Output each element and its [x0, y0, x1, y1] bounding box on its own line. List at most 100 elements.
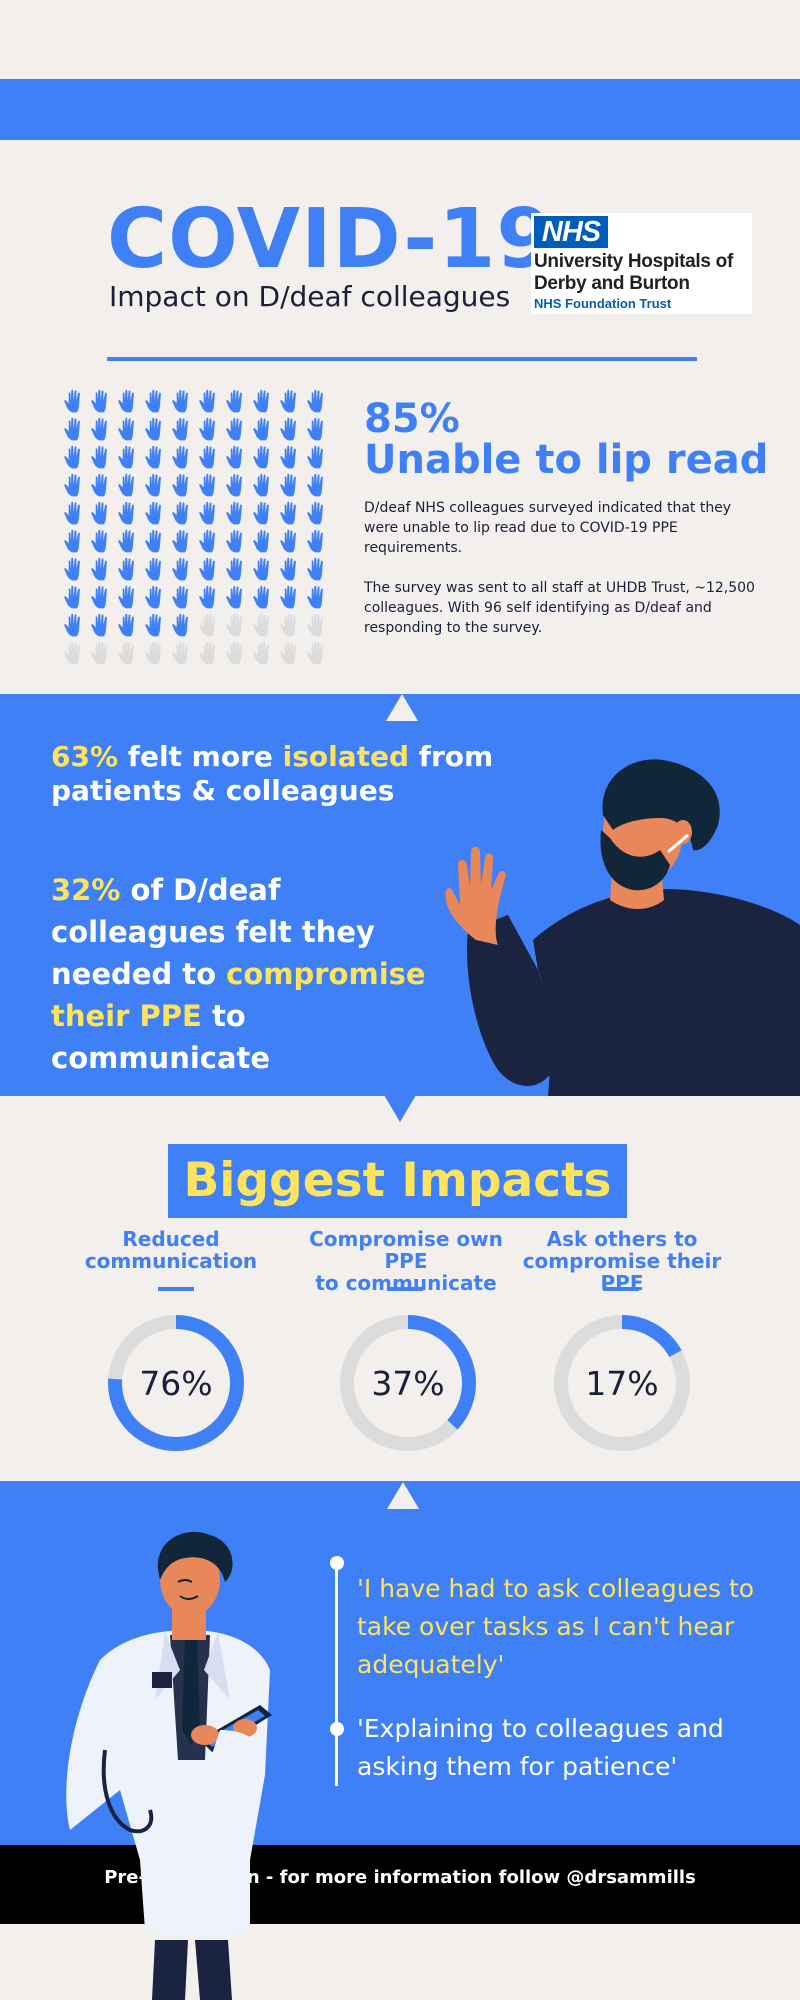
panel-notch — [387, 1482, 419, 1509]
impact-label-ask-others: Ask others to compromise their PPE — [512, 1228, 732, 1294]
hand-icon — [91, 389, 107, 413]
hand-icon — [172, 501, 188, 525]
hand-icon — [199, 557, 215, 581]
hand-icon — [307, 585, 323, 609]
hand-icon — [64, 585, 80, 609]
compromise-text-2: to communicate — [51, 999, 271, 1075]
impact-label-line: Ask others to — [546, 1227, 698, 1251]
hand-icon — [64, 641, 80, 665]
impact-dash — [158, 1287, 194, 1291]
hand-icon — [145, 613, 161, 637]
quote-1: 'I have had to ask colleagues to take ov… — [357, 1574, 755, 1679]
hand-icon — [91, 445, 107, 469]
hand-icon — [91, 501, 107, 525]
hand-icon — [280, 417, 296, 441]
hand-icon — [307, 529, 323, 553]
hand-icon — [199, 445, 215, 469]
page-title: COVID-19: — [107, 192, 589, 287]
hand-icon — [226, 389, 242, 413]
hand-icon — [307, 557, 323, 581]
hand-icon — [307, 389, 323, 413]
hand-icon — [145, 417, 161, 441]
hand-icon — [253, 473, 269, 497]
hand-icon — [118, 417, 134, 441]
hand-icon — [118, 389, 134, 413]
impacts-title: Biggest Impacts — [183, 1153, 612, 1208]
timeline-dot — [330, 1556, 344, 1570]
hand-icon — [172, 445, 188, 469]
hand-icon — [118, 529, 134, 553]
isolated-percent: 63% — [51, 740, 119, 773]
nhs-logo-mark: NHS — [534, 216, 608, 248]
hand-icon — [145, 445, 161, 469]
timeline-line — [335, 1562, 338, 1786]
hand-icon — [253, 557, 269, 581]
hand-icon — [226, 585, 242, 609]
compromise-text-1: of D/deaf colleagues felt they needed to — [51, 873, 375, 991]
hand-icon — [118, 473, 134, 497]
impact-label-line: Compromise own PPE — [309, 1227, 503, 1273]
hand-icon — [280, 501, 296, 525]
donut-chart-compromise-own-ppe: 37% — [340, 1315, 476, 1451]
hand-icon — [64, 557, 80, 581]
hand-icon — [172, 417, 188, 441]
donut-value-label: 17% — [585, 1364, 658, 1403]
compromise-stat: 32% of D/deaf colleagues felt they neede… — [51, 869, 451, 1079]
hand-icon — [307, 501, 323, 525]
hand-icon — [226, 417, 242, 441]
hand-icon — [91, 557, 107, 581]
impact-label-line: to communicate — [315, 1271, 497, 1295]
hand-icon — [199, 389, 215, 413]
nhs-logo: NHS University Hospitals of Derby and Bu… — [531, 213, 752, 314]
compromise-highlight: compromise their PPE — [51, 957, 426, 1033]
hand-icon — [118, 445, 134, 469]
hand-icon — [64, 501, 80, 525]
timeline-dot — [330, 1722, 344, 1736]
hand-icon — [199, 641, 215, 665]
donut-chart-reduced-communication: 76% — [108, 1315, 244, 1451]
hand-icon — [307, 641, 323, 665]
footer-bar: Pre-publication - for more information f… — [0, 1845, 800, 1924]
hand-icon — [91, 529, 107, 553]
impact-label-compromise-own-ppe: Compromise own PPE to communicate — [296, 1228, 516, 1294]
lip-read-description: D/deaf NHS colleagues surveyed indicated… — [364, 500, 732, 556]
hand-icon — [64, 417, 80, 441]
nhs-logo-line1: University Hospitals of — [534, 251, 733, 272]
hand-icon — [91, 473, 107, 497]
hand-icon — [199, 585, 215, 609]
hand-icon — [172, 473, 188, 497]
hand-icon — [145, 389, 161, 413]
hand-icon — [199, 613, 215, 637]
hand-icon — [64, 445, 80, 469]
hand-icon — [253, 529, 269, 553]
hand-icon — [199, 501, 215, 525]
hand-icon — [118, 501, 134, 525]
hand-icon — [172, 389, 188, 413]
nhs-logo-line2: Derby and Burton — [534, 273, 690, 294]
donut-arc — [340, 1315, 476, 1451]
hand-icon — [172, 585, 188, 609]
doctor-illustration — [66, 1531, 272, 2000]
donut-value-label: 37% — [371, 1364, 444, 1403]
hand-icon — [145, 557, 161, 581]
hand-icon — [253, 417, 269, 441]
panel-notch — [386, 694, 418, 721]
nhs-logo-line3: NHS Foundation Trust — [534, 296, 672, 311]
hand-icon — [307, 473, 323, 497]
hand-icon — [226, 501, 242, 525]
hand-icon — [145, 529, 161, 553]
hand-icon — [280, 445, 296, 469]
donut-arc — [554, 1315, 690, 1451]
hand-icon — [226, 557, 242, 581]
impact-dash — [387, 1287, 423, 1291]
hand-icon — [253, 445, 269, 469]
hand-icon — [199, 417, 215, 441]
hand-icon — [118, 557, 134, 581]
hand-icon — [253, 389, 269, 413]
hand-icon — [91, 613, 107, 637]
hand-icon — [280, 613, 296, 637]
isolated-text-2: from patients & colleagues — [51, 740, 494, 807]
hand-icon — [226, 641, 242, 665]
hand-icon — [253, 585, 269, 609]
hand-icon — [91, 417, 107, 441]
